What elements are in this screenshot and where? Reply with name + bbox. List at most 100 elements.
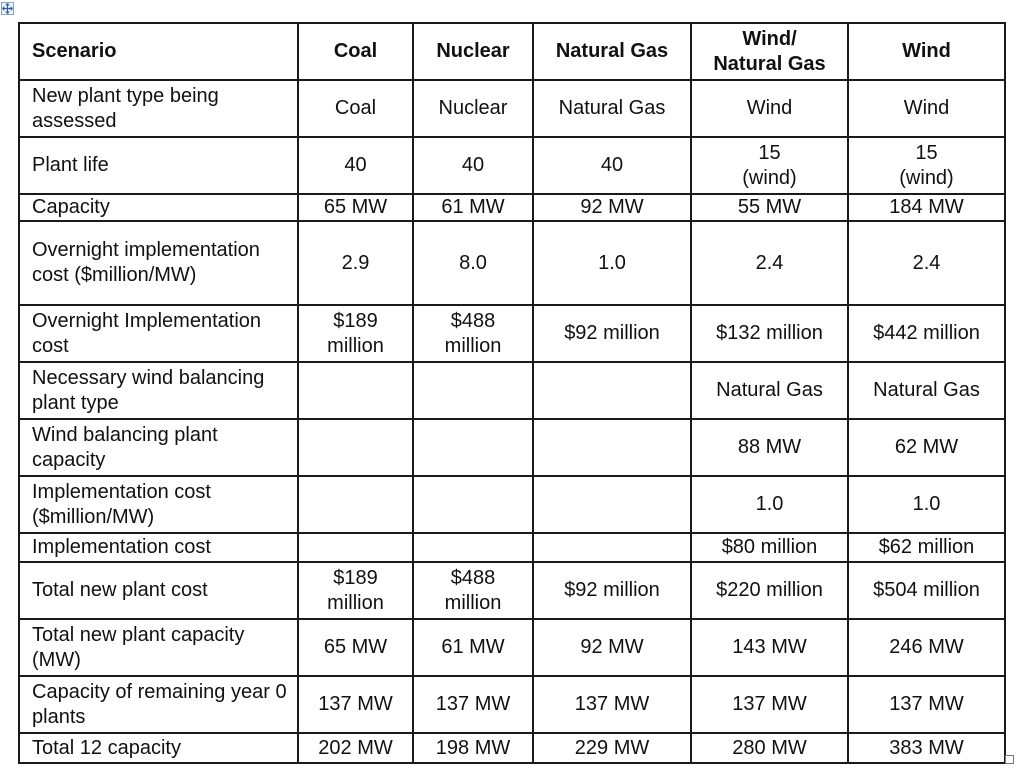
table-move-handle-icon[interactable] — [1, 2, 14, 15]
row-label: Capacity — [18, 193, 299, 222]
column-header: Natural Gas — [532, 22, 692, 81]
table-row: Implementation cost $80 million $62 millio… — [18, 532, 1006, 563]
table-cell — [412, 361, 534, 420]
table-row: Implementation cost ($million/MW) 1.0 1.0 — [18, 475, 1006, 534]
table-cell: 88 MW — [690, 418, 849, 477]
table-cell — [532, 532, 692, 563]
table-cell: 2.9 — [297, 220, 414, 306]
row-label: New plant type being assessed — [18, 79, 299, 138]
column-header: Nuclear — [412, 22, 534, 81]
row-label: Capacity of remaining year 0 plants — [18, 675, 299, 734]
table-cell: 184 MW — [847, 193, 1006, 222]
row-label: Overnight Implementation cost — [18, 304, 299, 363]
table-cell: 143 MW — [690, 618, 849, 677]
table-cell: Wind — [690, 79, 849, 138]
table-cell — [297, 532, 414, 563]
table-cell: 40 — [297, 136, 414, 195]
table-resize-handle[interactable] — [1005, 755, 1014, 764]
table-cell: $92 million — [532, 304, 692, 363]
table-cell — [412, 418, 534, 477]
row-label: Overnight implementation cost ($million/… — [18, 220, 299, 306]
table-cell: Coal — [297, 79, 414, 138]
table-row: Plant life 40 40 40 15 (wind) 15 (wind) — [18, 136, 1006, 195]
row-label: Total new plant capacity (MW) — [18, 618, 299, 677]
table-cell: $504 million — [847, 561, 1006, 620]
table-cell: 65 MW — [297, 193, 414, 222]
table-cell: $92 million — [532, 561, 692, 620]
table-cell: $488 million — [412, 304, 534, 363]
table-cell — [297, 418, 414, 477]
table-cell: $220 million — [690, 561, 849, 620]
table-cell: 137 MW — [412, 675, 534, 734]
table-row: Capacity 65 MW 61 MW 92 MW 55 MW 184 MW — [18, 193, 1006, 222]
table-cell — [532, 418, 692, 477]
table-cell: Natural Gas — [847, 361, 1006, 420]
table-cell: Nuclear — [412, 79, 534, 138]
table-cell: 137 MW — [297, 675, 414, 734]
row-label: Total 12 capacity — [18, 732, 299, 764]
table-cell: 61 MW — [412, 193, 534, 222]
scenario-comparison-table: Scenario Coal Nuclear Natural Gas Wind/Natur… — [18, 22, 1006, 764]
table-cell: 8.0 — [412, 220, 534, 306]
table-cell: 40 — [412, 136, 534, 195]
column-header: Wind — [847, 22, 1006, 81]
table-cell — [297, 475, 414, 534]
table-cell: 246 MW — [847, 618, 1006, 677]
table-cell: 92 MW — [532, 618, 692, 677]
table-cell — [532, 361, 692, 420]
table-cell: 2.4 — [690, 220, 849, 306]
table-cell: 280 MW — [690, 732, 849, 764]
table-cell: $80 million — [690, 532, 849, 563]
table-cell: 137 MW — [532, 675, 692, 734]
column-header: Wind/Natural Gas — [690, 22, 849, 81]
table-cell: 137 MW — [847, 675, 1006, 734]
row-label: Total new plant cost — [18, 561, 299, 620]
table-row: Capacity of remaining year 0 plants 137 M… — [18, 675, 1006, 734]
table-row: Overnight Implementation cost $189 millio… — [18, 304, 1006, 363]
table-row: Total 12 capacity 202 MW 198 MW 229 MW 280 M… — [18, 732, 1006, 764]
table-cell: 15 (wind) — [690, 136, 849, 195]
table-cell: 2.4 — [847, 220, 1006, 306]
table-cell — [297, 361, 414, 420]
row-label: Wind balancing plant capacity — [18, 418, 299, 477]
table-cell: 40 — [532, 136, 692, 195]
table-cell: 55 MW — [690, 193, 849, 222]
table-row: Wind balancing plant capacity 88 MW 62 MW — [18, 418, 1006, 477]
table-cell — [412, 475, 534, 534]
column-header: Coal — [297, 22, 414, 81]
table-row: Total new plant cost $189 million $488 mil… — [18, 561, 1006, 620]
row-label: Plant life — [18, 136, 299, 195]
table-cell: 15 (wind) — [847, 136, 1006, 195]
table-row: Necessary wind balancing plant type Natur… — [18, 361, 1006, 420]
table-cell: 137 MW — [690, 675, 849, 734]
table-cell: $62 million — [847, 532, 1006, 563]
table-cell: $132 million — [690, 304, 849, 363]
table-cell: 198 MW — [412, 732, 534, 764]
table-cell: Natural Gas — [690, 361, 849, 420]
table-cell: 1.0 — [532, 220, 692, 306]
table-cell: Natural Gas — [532, 79, 692, 138]
table-cell: $488 million — [412, 561, 534, 620]
table-cell — [412, 532, 534, 563]
table-cell: 1.0 — [690, 475, 849, 534]
row-label: Necessary wind balancing plant type — [18, 361, 299, 420]
table-cell: Wind — [847, 79, 1006, 138]
table-cell: $442 million — [847, 304, 1006, 363]
table-cell: 62 MW — [847, 418, 1006, 477]
table-cell: 61 MW — [412, 618, 534, 677]
table-row: Total new plant capacity (MW) 65 MW 61 MW 9… — [18, 618, 1006, 677]
table-cell: 229 MW — [532, 732, 692, 764]
table-cell: 202 MW — [297, 732, 414, 764]
table-cell: 92 MW — [532, 193, 692, 222]
header-row: Scenario Coal Nuclear Natural Gas Wind/Natur… — [18, 22, 1006, 81]
table-cell: 65 MW — [297, 618, 414, 677]
table-cell — [532, 475, 692, 534]
table-cell: 1.0 — [847, 475, 1006, 534]
table-cell: 383 MW — [847, 732, 1006, 764]
table-row: New plant type being assessed Coal Nuclear… — [18, 79, 1006, 138]
table-cell: $189 million — [297, 561, 414, 620]
row-label: Implementation cost — [18, 532, 299, 563]
column-header: Scenario — [18, 22, 299, 81]
row-label: Implementation cost ($million/MW) — [18, 475, 299, 534]
table-cell: $189 million — [297, 304, 414, 363]
